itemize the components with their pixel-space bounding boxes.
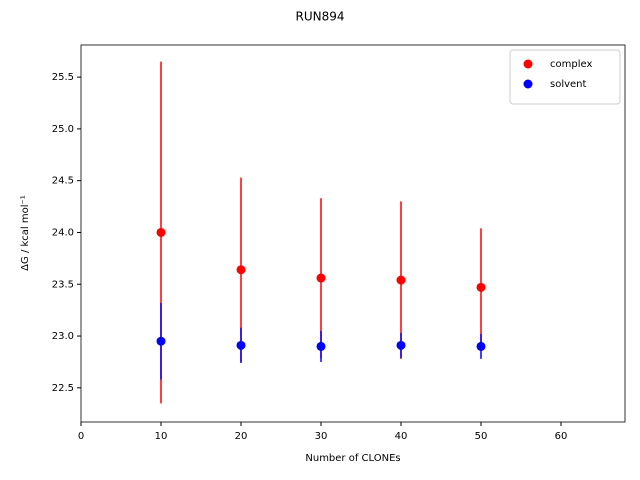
legend-box (509, 49, 621, 105)
point (476, 341, 486, 351)
plot-frame (80, 44, 626, 423)
y-axis-label: ΔG / kcal mol⁻¹ (20, 195, 31, 271)
point (316, 341, 326, 351)
x-tick-label: 20 (235, 431, 248, 442)
legend-marker (523, 79, 533, 89)
y-tick-label: 23.0 (52, 331, 74, 342)
y-tick-label: 25.5 (52, 72, 74, 83)
point (156, 227, 166, 237)
x-tick-label: 0 (78, 431, 84, 442)
chart-title: RUN894 (295, 10, 344, 24)
x-tick-label: 60 (555, 431, 568, 442)
x-tick-label: 50 (475, 431, 488, 442)
point (316, 273, 326, 283)
point (236, 265, 246, 275)
y-tick-label: 24.5 (52, 176, 74, 187)
legend-label: solvent (550, 79, 587, 90)
y-tick-label: 22.5 (52, 383, 74, 394)
point (396, 275, 406, 285)
point (476, 282, 486, 292)
y-tick-label: 23.5 (52, 279, 74, 290)
y-tick-label: 25.0 (52, 124, 74, 135)
point (236, 340, 246, 350)
x-axis-label: Number of CLONEs (305, 453, 400, 464)
y-tick-label: 24.0 (52, 227, 74, 238)
x-tick-label: 40 (395, 431, 408, 442)
point (396, 340, 406, 350)
legend-label: complex (550, 59, 592, 70)
point (156, 336, 166, 346)
legend-marker (523, 59, 533, 69)
x-tick-label: 30 (315, 431, 328, 442)
x-tick-label: 10 (155, 431, 168, 442)
